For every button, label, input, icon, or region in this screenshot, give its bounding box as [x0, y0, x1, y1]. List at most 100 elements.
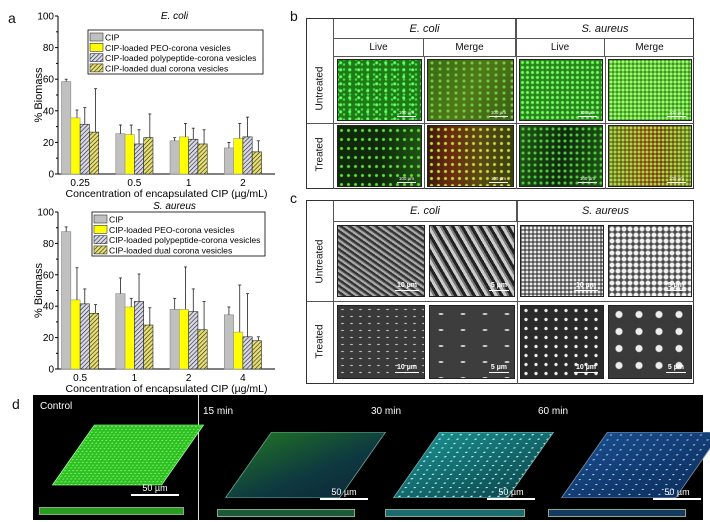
bar-cip [115, 293, 126, 370]
species-header: E. coli [334, 201, 517, 222]
y-tick-label: 20 [43, 138, 55, 149]
x-tick-label: 2 [186, 373, 192, 384]
sem-saureus-untreated-low: 10 µm [520, 225, 604, 297]
chart-title: S. aureus [153, 201, 196, 212]
micrograph-saureus-merge-treated: 100 µm [608, 125, 692, 187]
sem-ecoli-treated-high: 5 µm [429, 305, 515, 379]
scale-bar: 10 µm [395, 282, 419, 291]
sem-ecoli-treated-low: 10 µm [337, 305, 425, 379]
scale-bar: 5 µm [665, 364, 686, 373]
scale-bar: 50 µm [487, 487, 535, 500]
x-axis-label: Concentration of encapsulated CIP (µg/mL… [66, 383, 268, 395]
confocal-3d-panel: Control 15 min 30 min 60 min 50 µm 50 µm… [33, 395, 710, 520]
bar-cip-loaded-peo-corona-vesicles [179, 309, 189, 370]
x-tick-label: 0.5 [73, 373, 87, 384]
bar-cip-loaded-dual-corona-vesicles [251, 151, 262, 175]
bar-cip-loaded-polypeptide-corona-vesicles [79, 123, 90, 175]
bar-cip [169, 140, 180, 175]
timepoint-label: 15 min [203, 406, 234, 417]
y-tick-label: 20 [43, 333, 55, 344]
chart-ecoli-biomass: 0 20 40 60 80 100 % Biomass E. coli Concentratio… [33, 11, 275, 200]
bar-cip-loaded-polypeptide-corona-vesicles [188, 138, 199, 175]
scale-bar: 5 µm [665, 282, 686, 291]
legend-swatch [89, 53, 104, 62]
legend-box [91, 211, 266, 257]
scale-bar: 50 µm [653, 487, 701, 500]
bar-cip-loaded-dual-corona-vesicles [89, 131, 100, 175]
bar-cip-loaded-peo-corona-vesicles [233, 138, 244, 175]
y-tick-label: 100 [37, 12, 54, 23]
y-tick-label: 0 [48, 365, 54, 376]
scale-bar: 100 µm [396, 110, 416, 117]
biofilm-3d-control [51, 424, 205, 486]
y-tick-label: 0 [48, 170, 54, 181]
row-label: Untreated [314, 66, 326, 111]
micrograph-saureus-merge-untreated: 100 µm [608, 59, 692, 121]
x-axis-label: Concentration of encapsulated CIP (µg/mL… [66, 188, 268, 200]
bar-cip-loaded-peo-corona-vesicles [124, 134, 135, 175]
bar-cip [223, 314, 234, 370]
legend-box [87, 29, 264, 75]
x-tick-label: 0.5 [127, 178, 141, 189]
scale-bar: 100 µm [396, 176, 416, 183]
legend-entry: CIP-loaded PEO-corona vesicles [105, 43, 231, 53]
sem-table: E. coli S. aureus Untreated Treated 10 µ… [306, 200, 694, 384]
scale-bar: 10 µm [574, 282, 598, 291]
cross-section-15min [217, 509, 355, 517]
species-header: S. aureus [517, 201, 694, 222]
column-header: Live [516, 39, 605, 57]
bar-cip-loaded-dual-corona-vesicles [197, 329, 208, 370]
y-tick-label: 80 [43, 43, 55, 54]
sem-ecoli-untreated-high: 5 µm [429, 225, 515, 297]
bar-cip-loaded-dual-corona-vesicles [197, 143, 208, 175]
micrograph-ecoli-live-untreated: 100 µm [337, 59, 422, 121]
panel-label-a: a [8, 10, 16, 26]
panel-label-b: b [290, 8, 298, 24]
legend-swatch [89, 63, 104, 73]
legend-entry: CIP-loaded dual corona vesicles [105, 63, 228, 73]
legend-entry: CIP [109, 215, 124, 225]
micrograph-saureus-live-untreated: 100 µm [519, 59, 603, 121]
species-header: S. aureus [516, 19, 694, 39]
micrograph-ecoli-merge-treated: 100 µm [427, 125, 514, 187]
bar-cip-loaded-polypeptide-corona-vesicles [242, 136, 253, 175]
fluorescence-table: E. coli S. aureus Live Merge Live Merge … [306, 18, 694, 189]
sem-saureus-untreated-high: 5 µm [608, 225, 692, 297]
micrograph-ecoli-merge-untreated: 100 µm [427, 59, 514, 121]
scale-bar: 100 µm [488, 110, 508, 117]
y-tick-label: 100 [37, 208, 54, 219]
row-label: Treated [314, 324, 326, 359]
bar-cip-loaded-dual-corona-vesicles [143, 137, 154, 175]
cross-section-control [39, 507, 184, 515]
bar-cip [115, 133, 126, 175]
bar-cip [169, 309, 180, 370]
legend-entry: CIP-loaded PEO-corona vesicles [109, 225, 235, 235]
column-header: Merge [605, 39, 694, 57]
y-tick-label: 60 [43, 270, 55, 281]
corner-cell [307, 19, 334, 189]
column-header: Live [334, 39, 424, 57]
x-tick-label: 1 [132, 373, 138, 384]
bar-cip-loaded-polypeptide-corona-vesicles [188, 311, 199, 370]
scale-bar: 5 µm [488, 364, 509, 373]
row-label: Treated [314, 137, 326, 172]
legend-swatch [89, 32, 104, 42]
bar-cip-loaded-polypeptide-corona-vesicles [134, 143, 144, 175]
sem-saureus-treated-low: 10 µm [520, 305, 604, 379]
bar-cip-loaded-polypeptide-corona-vesicles [79, 303, 90, 370]
scale-bar: 50 µm [131, 483, 179, 496]
micrograph-ecoli-live-treated: 100 µm [337, 125, 422, 187]
timepoint-label: 30 min [371, 406, 402, 417]
scale-bar: 100 µm [488, 176, 508, 183]
y-axis-label: % Biomass [33, 262, 45, 318]
scale-bar: 100 µm [666, 176, 686, 183]
legend-entry: CIP-loaded polypeptide-corona vesicles [105, 53, 256, 63]
scale-bar: 100 µm [666, 110, 686, 117]
bar-cip-loaded-peo-corona-vesicles [70, 117, 81, 175]
scale-bar: 5 µm [488, 282, 509, 291]
species-header: E. coli [334, 19, 516, 39]
x-tick-label: 1 [186, 178, 192, 189]
sem-ecoli-untreated-low: 10 µm [337, 225, 425, 297]
